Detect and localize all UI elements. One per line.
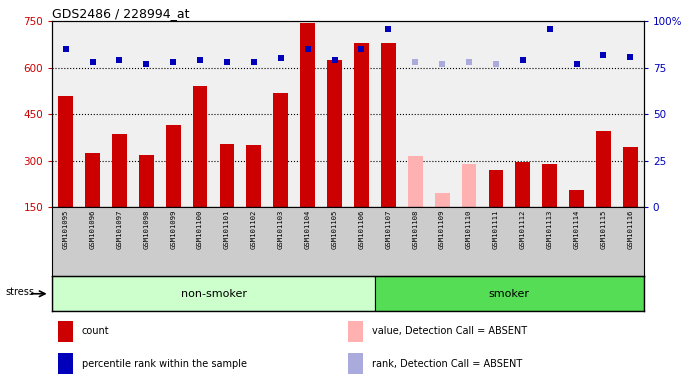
- Text: smoker: smoker: [489, 289, 530, 299]
- Text: GSM101111: GSM101111: [493, 209, 499, 249]
- Bar: [569, 190, 584, 207]
- Text: GSM101112: GSM101112: [520, 209, 525, 249]
- Bar: [348, 321, 363, 342]
- Bar: [300, 23, 315, 207]
- Bar: [166, 125, 180, 207]
- Bar: [274, 93, 288, 207]
- Text: GSM101113: GSM101113: [546, 209, 553, 249]
- Text: value, Detection Call = ABSENT: value, Detection Call = ABSENT: [372, 326, 527, 336]
- Bar: [220, 144, 235, 207]
- Bar: [596, 131, 611, 207]
- Bar: [327, 60, 342, 207]
- Text: GSM101095: GSM101095: [63, 209, 69, 249]
- Bar: [246, 145, 261, 207]
- Bar: [193, 86, 207, 207]
- Bar: [542, 164, 557, 207]
- Bar: [623, 147, 638, 207]
- Text: GSM101115: GSM101115: [601, 209, 606, 249]
- Bar: [516, 162, 530, 207]
- Bar: [139, 155, 154, 207]
- Bar: [408, 156, 422, 207]
- Text: rank, Detection Call = ABSENT: rank, Detection Call = ABSENT: [372, 359, 522, 369]
- Bar: [58, 353, 73, 374]
- Text: non-smoker: non-smoker: [180, 289, 246, 299]
- Text: GSM101105: GSM101105: [331, 209, 338, 249]
- Text: GSM101103: GSM101103: [278, 209, 284, 249]
- Text: stress: stress: [6, 287, 35, 297]
- Bar: [112, 134, 127, 207]
- Text: count: count: [82, 326, 109, 336]
- Bar: [58, 96, 73, 207]
- Text: GSM101097: GSM101097: [116, 209, 122, 249]
- Bar: [85, 153, 100, 207]
- Bar: [489, 170, 503, 207]
- Text: percentile rank within the sample: percentile rank within the sample: [82, 359, 247, 369]
- Bar: [435, 194, 450, 207]
- Bar: [348, 353, 363, 374]
- Text: GSM101108: GSM101108: [412, 209, 418, 249]
- Text: GSM101116: GSM101116: [627, 209, 633, 249]
- Text: GSM101098: GSM101098: [143, 209, 150, 249]
- Bar: [375, 276, 644, 311]
- Bar: [52, 276, 375, 311]
- Text: GSM101100: GSM101100: [197, 209, 203, 249]
- Bar: [381, 43, 396, 207]
- Text: GSM101110: GSM101110: [466, 209, 472, 249]
- Text: GSM101107: GSM101107: [386, 209, 391, 249]
- Text: GDS2486 / 228994_at: GDS2486 / 228994_at: [52, 7, 189, 20]
- Text: GSM101102: GSM101102: [251, 209, 257, 249]
- Text: GSM101101: GSM101101: [224, 209, 230, 249]
- Bar: [354, 43, 369, 207]
- Text: GSM101109: GSM101109: [439, 209, 445, 249]
- Text: GSM101099: GSM101099: [171, 209, 176, 249]
- Bar: [461, 164, 476, 207]
- Text: GSM101104: GSM101104: [305, 209, 310, 249]
- Bar: [58, 321, 73, 342]
- Text: GSM101106: GSM101106: [358, 209, 365, 249]
- Text: GSM101114: GSM101114: [574, 209, 580, 249]
- Text: GSM101096: GSM101096: [90, 209, 95, 249]
